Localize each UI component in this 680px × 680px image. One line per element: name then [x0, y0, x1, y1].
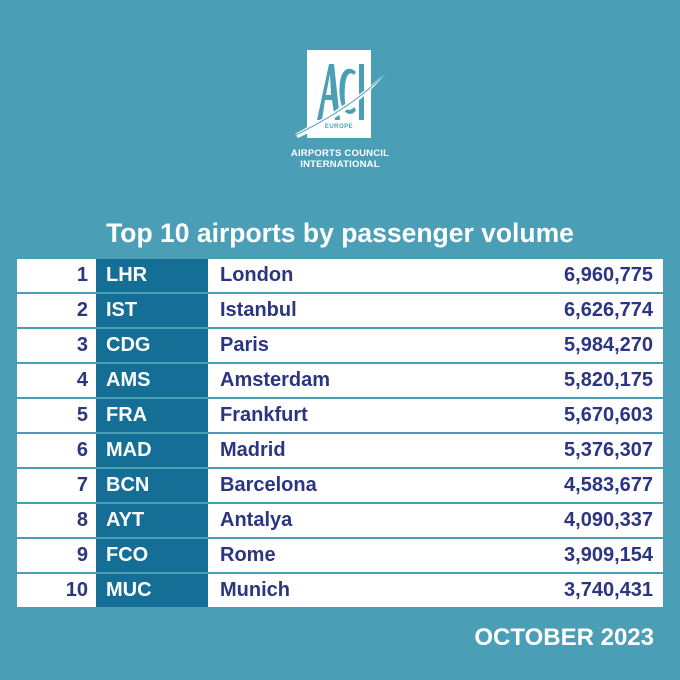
city-cell: London	[220, 264, 294, 286]
table-row: 1 LHR London 6,960,775	[17, 259, 663, 292]
volume-cell: 6,960,775	[564, 264, 653, 286]
volume-cell: 5,820,175	[564, 369, 653, 391]
page-title: Top 10 airports by passenger volume	[106, 218, 574, 248]
city-cell: Istanbul	[220, 299, 297, 321]
code-cell: MAD	[96, 434, 208, 467]
rank-cell: 7	[76, 474, 88, 496]
volume-cell: 5,670,603	[564, 404, 653, 426]
rank-cell: 5	[76, 404, 88, 426]
code-cell: CDG	[96, 329, 208, 362]
code-cell: FRA	[96, 399, 208, 432]
city-cell: Antalya	[220, 509, 293, 531]
volume-cell: 4,090,337	[564, 509, 653, 531]
rank-cell: 10	[65, 579, 88, 601]
rank-cell: 1	[76, 264, 88, 286]
city-cell: Rome	[220, 544, 276, 566]
volume-cell: 6,626,774	[564, 299, 653, 321]
logo-region: EUROPE	[324, 124, 354, 130]
logo-line-2: INTERNATIONAL	[300, 159, 380, 170]
table-row: 9 FCO Rome 3,909,154	[17, 539, 663, 572]
rank-cell: 2	[76, 299, 88, 321]
table-row: 8 AYT Antalya 4,090,337	[17, 504, 663, 537]
logo-line-1: AIRPORTS COUNCIL	[290, 148, 390, 159]
volume-cell: 3,740,431	[564, 579, 653, 601]
table-row: 10 MUC Munich 3,740,431	[17, 574, 663, 607]
rank-cell: 6	[76, 439, 88, 461]
city-cell: Barcelona	[220, 474, 317, 496]
volume-cell: 3,909,154	[564, 544, 653, 566]
rank-cell: 3	[76, 334, 88, 356]
aci-logo-mark	[293, 64, 389, 138]
volume-cell: 5,376,307	[564, 439, 653, 461]
rank-cell: 8	[76, 509, 88, 531]
table-row: 3 CDG Paris 5,984,270	[17, 329, 663, 362]
rank-cell: 9	[76, 544, 88, 566]
city-cell: Munich	[220, 579, 290, 601]
city-cell: Frankfurt	[220, 404, 308, 426]
table-row: 6 MAD Madrid 5,376,307	[17, 434, 663, 467]
table-row: 5 FRA Frankfurt 5,670,603	[17, 399, 663, 432]
code-cell: FCO	[96, 539, 208, 572]
aci-europe-logo: EUROPE AIRPORTS COUNCIL INTERNATIONAL	[290, 48, 390, 178]
table-row: 7 BCN Barcelona 4,583,677	[17, 469, 663, 502]
city-cell: Amsterdam	[220, 369, 331, 391]
rank-cell: 4	[76, 369, 88, 391]
date-label: OCTOBER 2023	[474, 624, 654, 651]
code-cell: MUC	[96, 574, 208, 607]
code-cell: BCN	[96, 469, 208, 502]
table-row: 4 AMS Amsterdam 5,820,175	[17, 364, 663, 397]
code-cell: AYT	[96, 504, 208, 537]
table-row: 2 IST Istanbul 6,626,774	[17, 294, 663, 327]
code-cell: AMS	[96, 364, 208, 397]
city-cell: Madrid	[220, 439, 286, 461]
volume-cell: 4,583,677	[564, 474, 653, 496]
city-cell: Paris	[220, 334, 269, 356]
code-cell: IST	[96, 294, 208, 327]
volume-cell: 5,984,270	[564, 334, 653, 356]
code-cell: LHR	[96, 259, 208, 292]
ranking-table: 1 LHR London 6,960,775 2 IST Istanbul 6,626,774…	[17, 259, 663, 609]
